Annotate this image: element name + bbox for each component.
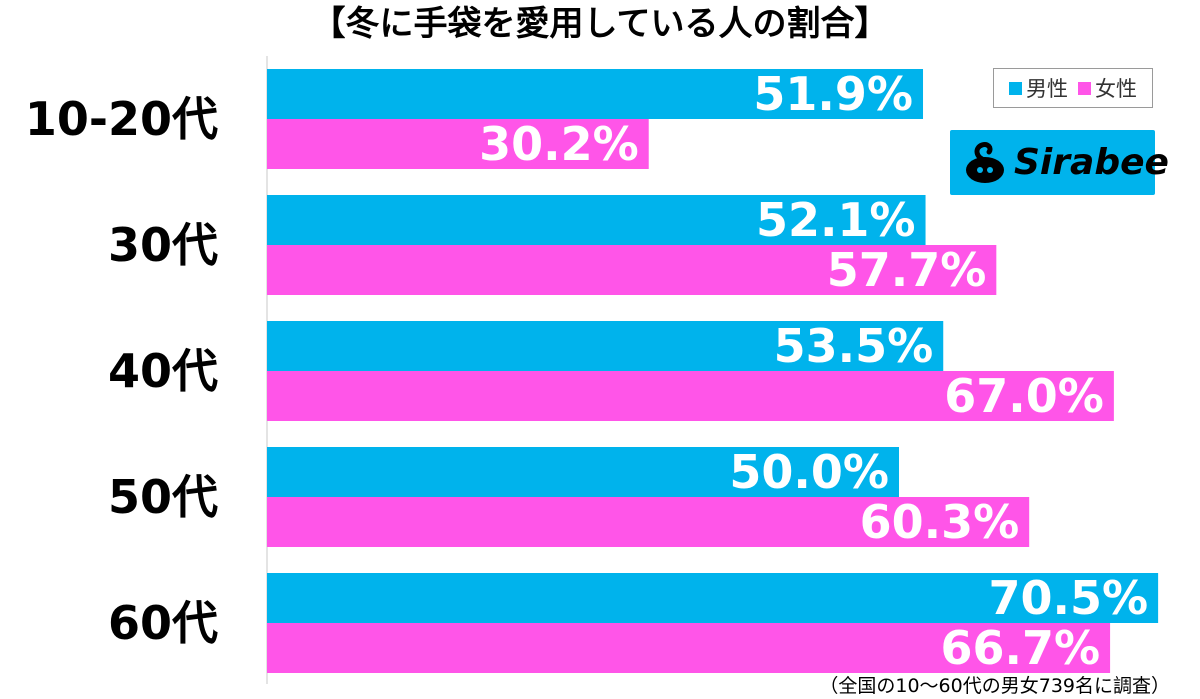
bar-female <box>267 371 1114 421</box>
bar-male <box>267 447 899 497</box>
bar-male <box>267 573 1159 623</box>
legend-label-male: 男性 <box>1026 77 1068 101</box>
data-label-male: 53.5% <box>774 319 934 373</box>
category-label: 60代 <box>108 596 218 650</box>
bar-male <box>267 69 924 119</box>
data-label-female: 60.3% <box>860 495 1020 549</box>
data-label-male: 50.0% <box>729 445 889 499</box>
category-label: 50代 <box>108 470 218 524</box>
data-label-male: 70.5% <box>989 571 1149 625</box>
data-label-female: 30.2% <box>479 117 639 171</box>
bar-male <box>267 321 944 371</box>
bar-female <box>267 623 1111 673</box>
sirabee-logo: Sirabee <box>950 130 1169 195</box>
bar-female <box>267 245 997 295</box>
category-label: 30代 <box>108 218 218 272</box>
data-label-female: 66.7% <box>940 621 1100 675</box>
chart-title: 【冬に手袋を愛用している人の割合】 <box>311 4 889 44</box>
bar-female <box>267 119 649 169</box>
bar-male <box>267 195 926 245</box>
data-label-male: 52.1% <box>756 193 916 247</box>
legend-label-female: 女性 <box>1095 77 1137 101</box>
legend-item-female: 女性 <box>1078 73 1137 103</box>
footnote: （全国の10〜60代の男女739名に調査） <box>819 675 1170 697</box>
data-label-female: 57.7% <box>827 243 987 297</box>
bar-female <box>267 497 1030 547</box>
legend: 男性 女性 <box>993 68 1153 108</box>
bars-layer: 10-20代 51.9% 30.2% 30代 52.1%57.7% 40代 53.5%67.… <box>25 67 1159 675</box>
data-label-male: 51.9% <box>753 67 913 121</box>
legend-item-male: 男性 <box>1009 73 1068 103</box>
logo-text: Sirabee <box>1014 142 1169 183</box>
legend-swatch-male <box>1009 81 1022 95</box>
legend-swatch-female <box>1078 81 1091 95</box>
data-label-female: 67.0% <box>944 369 1104 423</box>
sirabee-mark-icon <box>966 142 1004 183</box>
category-label: 40代 <box>108 344 218 398</box>
category-label: 10-20代 <box>25 92 218 146</box>
